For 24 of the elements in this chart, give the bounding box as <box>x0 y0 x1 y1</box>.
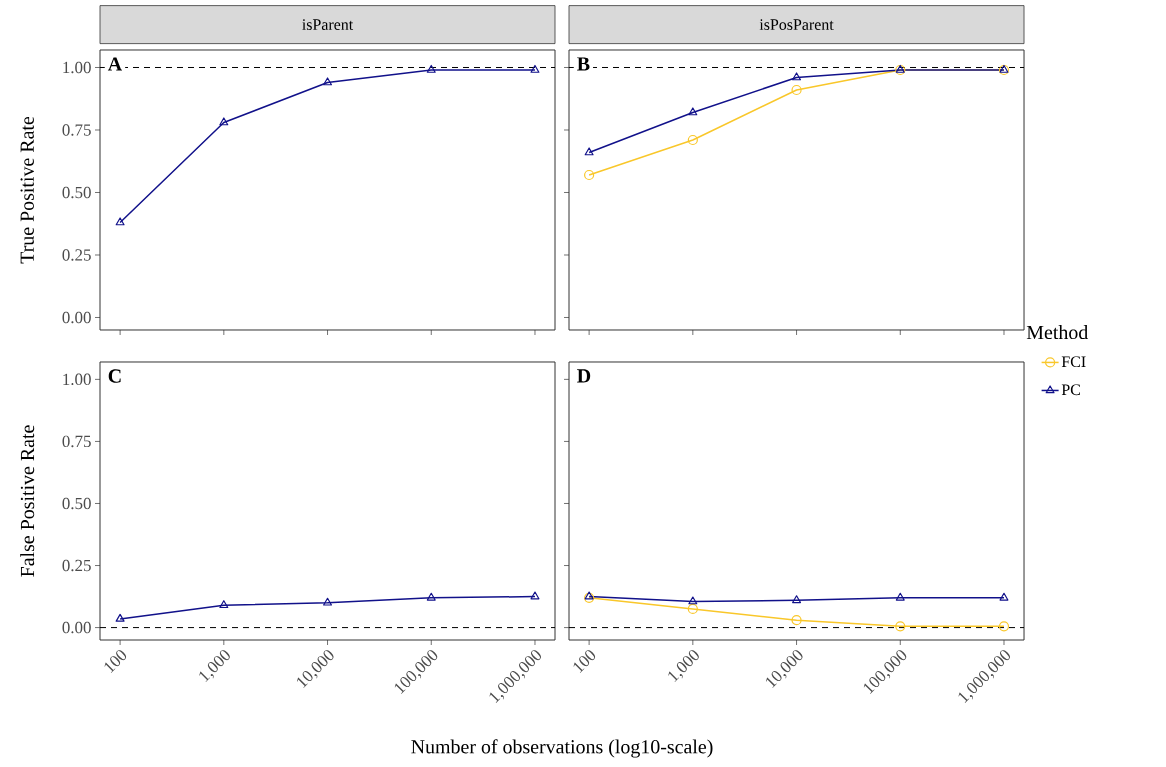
chart-title: isParent <box>302 19 354 30</box>
y-tick-label: 0.25 <box>62 249 91 261</box>
y-axis-title: False Positive Rate <box>20 425 35 577</box>
x-axis-title: Number of observations (log10-scale) <box>411 739 713 758</box>
y-axis-title: True Positive Rate <box>20 116 34 264</box>
y-tick-label: 0.75 <box>62 435 91 448</box>
legend-label: PC <box>1061 384 1080 396</box>
annotation: D <box>577 369 591 383</box>
legend-label: FCI <box>1061 356 1086 368</box>
chart-title: isPosParent <box>759 19 834 30</box>
y-tick-label: 0.50 <box>62 497 91 510</box>
x-tick-label: 100 <box>573 650 596 673</box>
annotation: C <box>108 369 121 383</box>
y-tick-label: 0.75 <box>62 124 91 136</box>
y-tick-label: 1.00 <box>63 61 91 74</box>
annotation: A <box>107 57 122 71</box>
y-tick-label: 0.00 <box>62 311 91 324</box>
annotation: B <box>577 57 590 71</box>
legend-title: Method <box>1026 325 1089 340</box>
y-tick-label: 0.00 <box>62 621 91 634</box>
y-tick-label: 0.25 <box>62 559 91 572</box>
y-tick-label: 0.50 <box>62 186 91 199</box>
x-tick-label: 100 <box>104 650 127 673</box>
y-tick-label: 1.00 <box>63 373 91 386</box>
